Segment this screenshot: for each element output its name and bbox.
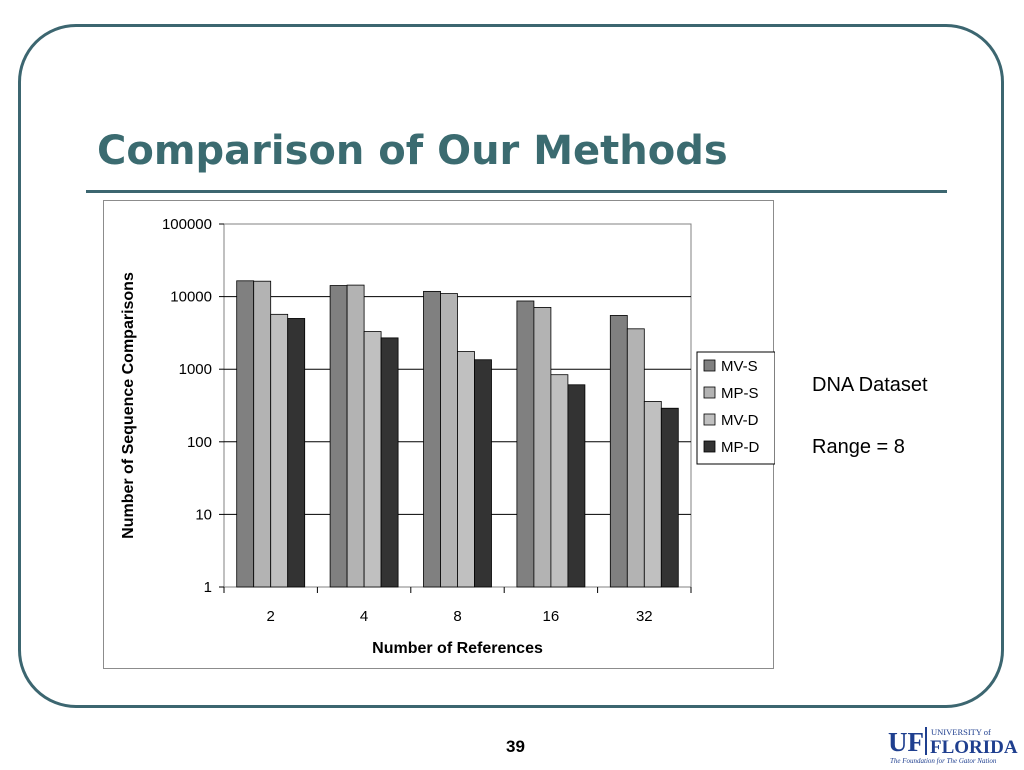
uf-logo: UF UNIVERSITY of FLORIDA The Foundation … xyxy=(888,725,1022,765)
logo-tagline: The Foundation for The Gator Nation xyxy=(890,757,997,765)
legend-label-mp-d: MP-D xyxy=(721,439,759,456)
chart-area: 1 10 100 1000 10000 100000 2 4 8 16 32 Number of Re… xyxy=(103,200,775,669)
legend-label-mv-s: MV-S xyxy=(721,358,758,375)
bar-mv-s-8 xyxy=(423,290,441,588)
legend-swatch-mp-d xyxy=(703,440,716,453)
bar-chart: 1 10 100 1000 10000 100000 2 4 8 16 32 Number of Re… xyxy=(120,216,775,657)
bar-mp-d-2 xyxy=(287,318,306,588)
bar-mp-s-2 xyxy=(253,280,272,588)
slide-frame xyxy=(18,24,1004,708)
bar-mp-d-32 xyxy=(660,407,679,588)
dataset-note: DNA Dataset xyxy=(812,374,928,396)
x-tick-label: 4 xyxy=(360,608,368,625)
x-tick-label: 16 xyxy=(543,608,560,625)
bar-mv-s-16 xyxy=(516,300,535,588)
bar-mv-d-4 xyxy=(363,331,382,588)
bar-mv-d-32 xyxy=(643,401,662,588)
y-tick-label: 10 xyxy=(195,506,212,523)
bar-mp-d-8 xyxy=(474,359,492,588)
page-number: 39 xyxy=(506,737,525,756)
bar-mp-s-16 xyxy=(533,306,552,588)
x-tick-label: 32 xyxy=(636,608,653,625)
y-tick-label: 100 xyxy=(187,434,212,451)
y-tick-label: 1000 xyxy=(179,361,212,378)
legend-swatch-mv-d xyxy=(703,413,716,426)
title-divider xyxy=(86,190,947,193)
bar-mv-s-2 xyxy=(236,280,255,588)
slide-title: Comparison of Our Methods xyxy=(97,128,728,174)
bar-mp-s-32 xyxy=(626,328,645,588)
y-axis-title: Number of Sequence Comparisons xyxy=(120,272,137,539)
bar-mv-d-16 xyxy=(550,374,569,588)
legend-label-mv-d: MV-D xyxy=(721,412,759,429)
x-axis-title: Number of References xyxy=(372,640,543,657)
legend-swatch-mp-s xyxy=(703,386,716,399)
bar-mp-d-4 xyxy=(380,337,399,588)
bar-mv-s-4 xyxy=(329,285,348,588)
legend-swatch-mv-s xyxy=(703,359,716,372)
y-tick-label: 10000 xyxy=(170,289,212,306)
bar-mv-d-8 xyxy=(457,351,475,588)
x-tick-label: 2 xyxy=(267,608,275,625)
logo-main: FLORIDA xyxy=(930,737,1018,758)
y-tick-label: 100000 xyxy=(162,216,212,233)
logo-mark: UF xyxy=(888,727,924,757)
bar-mp-s-4 xyxy=(346,284,365,588)
bar-mp-s-8 xyxy=(440,293,458,588)
y-tick-label: 1 xyxy=(204,579,212,596)
range-note: Range = 8 xyxy=(812,436,905,458)
x-tick-label: 8 xyxy=(453,608,461,625)
logo-top: UNIVERSITY of xyxy=(931,727,991,737)
bar-mv-d-2 xyxy=(270,313,289,588)
legend-label-mp-s: MP-S xyxy=(721,385,759,402)
bar-mv-s-32 xyxy=(609,315,628,588)
bar-mp-d-16 xyxy=(567,384,586,588)
